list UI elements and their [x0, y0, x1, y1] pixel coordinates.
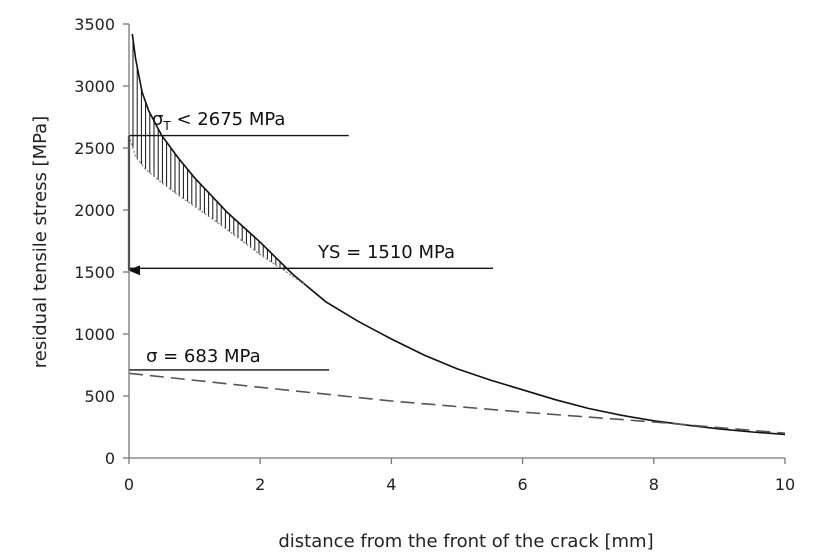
- y-tick-label: 0: [105, 449, 115, 468]
- x-tick-label: 8: [649, 475, 659, 494]
- axes: 0 2 4 6 8 10 0 500 1000 1500 2000 2500 3000 3500: [74, 15, 795, 494]
- x-tick-label: 10: [775, 475, 795, 494]
- y-tick-label: 1500: [74, 263, 115, 282]
- hatched-region: [132, 39, 285, 271]
- series-line-solid: [131, 33, 786, 436]
- x-tick-label: 0: [124, 475, 134, 494]
- x-axis-title: distance from the front of the crack [mm…: [278, 531, 653, 552]
- sigma-annotation: σ = 683 MPa: [146, 346, 261, 367]
- x-tick-label: 6: [518, 475, 528, 494]
- y-tick-label: 500: [84, 387, 115, 406]
- sigma-t-annotation: σT < 2675 MPa: [152, 109, 285, 133]
- y-tick-label: 2000: [74, 201, 115, 220]
- y-tick-label: 1000: [74, 325, 115, 344]
- y-tick-label: 2500: [74, 139, 115, 158]
- series-line-dashed: [128, 372, 786, 434]
- series-layer: [128, 33, 786, 436]
- y-axis-title: residual tensile stress [MPa]: [30, 116, 51, 368]
- x-tick-label: 4: [386, 475, 396, 494]
- series-line-dotted: [128, 135, 307, 287]
- y-tick-label: 3000: [74, 77, 115, 96]
- ys-annotation: YS = 1510 MPa: [317, 242, 455, 263]
- y-tick-label: 3500: [74, 15, 115, 34]
- x-tick-label: 2: [255, 475, 265, 494]
